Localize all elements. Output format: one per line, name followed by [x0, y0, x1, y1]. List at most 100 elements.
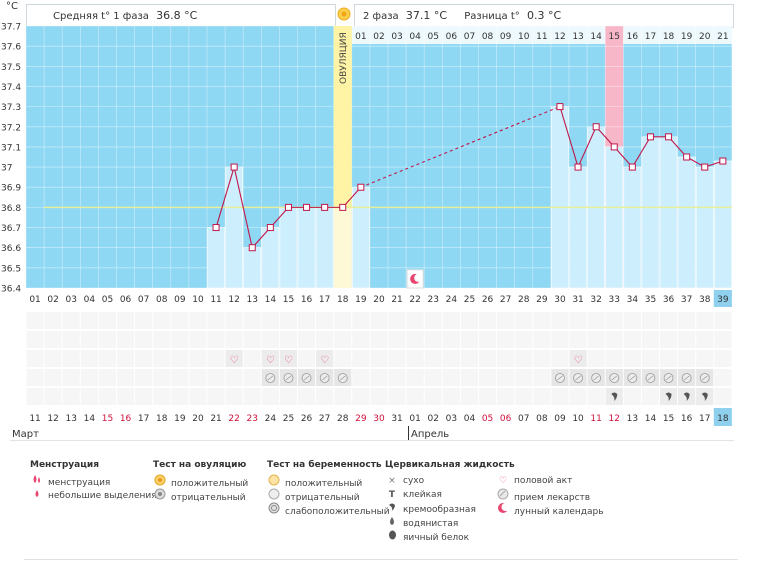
cycle-day-label: 18 — [337, 295, 349, 305]
mark-cell — [424, 369, 442, 386]
mark-cell — [497, 388, 515, 405]
temperature-point — [357, 183, 365, 191]
mark-cell — [80, 388, 98, 405]
legend-item-label: клейкая — [403, 490, 442, 500]
month-underline — [10, 440, 734, 441]
mark-cell — [605, 350, 623, 367]
calendar-date-label: 12 — [47, 414, 58, 424]
creamy-icon — [611, 392, 618, 401]
legend-item: × сухо — [385, 474, 515, 488]
temperature-bar — [261, 227, 280, 289]
mark-cell — [660, 350, 678, 367]
mark-cell — [26, 369, 44, 386]
temperature-bar — [641, 136, 660, 289]
temperature-bar — [605, 146, 624, 289]
mark-cell — [117, 369, 135, 386]
sticky-icon: T — [388, 490, 396, 500]
top-day-label: 18 — [663, 32, 675, 42]
intercourse-cell — [279, 350, 297, 367]
cycle-day-label: 05 — [102, 295, 113, 305]
legend-item: отрицательный — [267, 488, 390, 503]
creamy-icon — [665, 392, 672, 401]
mark-cell — [98, 350, 116, 367]
mark-cell — [696, 331, 714, 348]
bottom-divider — [24, 559, 738, 560]
mark-cell — [135, 388, 153, 405]
calendar-date-label: 31 — [391, 414, 402, 424]
pill-icon-line — [321, 375, 328, 381]
mark-cell — [352, 312, 370, 329]
legend-item-label: отрицательный — [285, 493, 360, 503]
temperature-bar — [243, 247, 262, 289]
calendar-date-label: 20 — [192, 414, 204, 424]
pill-icon-line — [285, 375, 292, 381]
calendar-date-label: 05 — [482, 414, 493, 424]
mark-cell — [569, 331, 587, 348]
mark-cell — [261, 388, 279, 405]
cycle-day-label: 39 — [717, 295, 729, 305]
mark-cell — [171, 331, 189, 348]
cycle-day-label: 21 — [391, 295, 402, 305]
mark-cell — [316, 388, 334, 405]
mark-cell — [153, 350, 171, 367]
legend-pregnancy-test: Тест на беременность положительный отриц… — [267, 460, 390, 517]
mark-cell — [153, 369, 171, 386]
calendar-date-label: 07 — [518, 414, 529, 424]
top-day-label: 07 — [464, 32, 475, 42]
calendar-date-label: 27 — [319, 414, 330, 424]
temperature-bar — [351, 186, 370, 289]
mark-cell — [62, 312, 80, 329]
month-april: Апрель — [411, 429, 450, 440]
mark-cell — [334, 350, 352, 367]
cycle-day-label: 23 — [428, 295, 439, 305]
cycle-day-label: 09 — [174, 295, 186, 305]
mark-cell — [533, 331, 551, 348]
mark-cell — [714, 350, 732, 367]
calendar-date-label: 02 — [428, 414, 439, 424]
intercourse-cell — [569, 350, 587, 367]
mark-cell — [153, 388, 171, 405]
y-tick-label: 36.9 — [1, 184, 21, 194]
calendar-date-label: 29 — [355, 414, 367, 424]
mark-cell — [551, 350, 569, 367]
cycle-day-label: 24 — [446, 295, 458, 305]
mark-cell — [370, 388, 388, 405]
mark-cell — [515, 312, 533, 329]
mark-cell — [660, 331, 678, 348]
temperature-point — [556, 103, 564, 111]
y-tick-label: 36.4 — [1, 285, 21, 295]
mark-cell — [243, 312, 261, 329]
pill-icon-line — [575, 375, 581, 381]
mark-cell — [370, 312, 388, 329]
creamy-icon — [385, 502, 399, 517]
mark-cell — [261, 331, 279, 348]
cycle-day-label: 34 — [627, 295, 639, 305]
calendar-date-label: 11 — [29, 414, 40, 424]
mark-cell — [569, 312, 587, 329]
diff-label: Разница t° — [464, 11, 520, 22]
mark-cell — [388, 350, 406, 367]
temperature-line-segment — [215, 166, 235, 228]
sun-icon — [336, 6, 352, 22]
cycle-day-label: 20 — [373, 295, 385, 305]
pill-icon-line — [557, 375, 563, 381]
temperature-point — [266, 224, 274, 232]
calendar-date-label: 14 — [645, 414, 657, 424]
mark-cell — [479, 388, 497, 405]
creamy-icon — [701, 392, 708, 401]
top-day-label: 01 — [355, 32, 366, 42]
temperature-point — [646, 133, 654, 141]
mark-cell — [424, 388, 442, 405]
mark-cell — [279, 388, 297, 405]
y-tick-label: 37.3 — [1, 103, 21, 113]
mark-cell — [714, 369, 732, 386]
mark-cell — [388, 312, 406, 329]
legend-item-label: прием лекарств — [514, 493, 591, 503]
top-day-strip — [351, 26, 732, 44]
cycle-day-label: 37 — [681, 295, 692, 305]
phase1-summary: Средняя t° 1 фаза 36.8 °C — [26, 4, 336, 28]
mark-cell — [117, 331, 135, 348]
top-day-label: 16 — [627, 32, 639, 42]
mark-cell — [569, 388, 587, 405]
temperature-bar — [713, 160, 732, 289]
